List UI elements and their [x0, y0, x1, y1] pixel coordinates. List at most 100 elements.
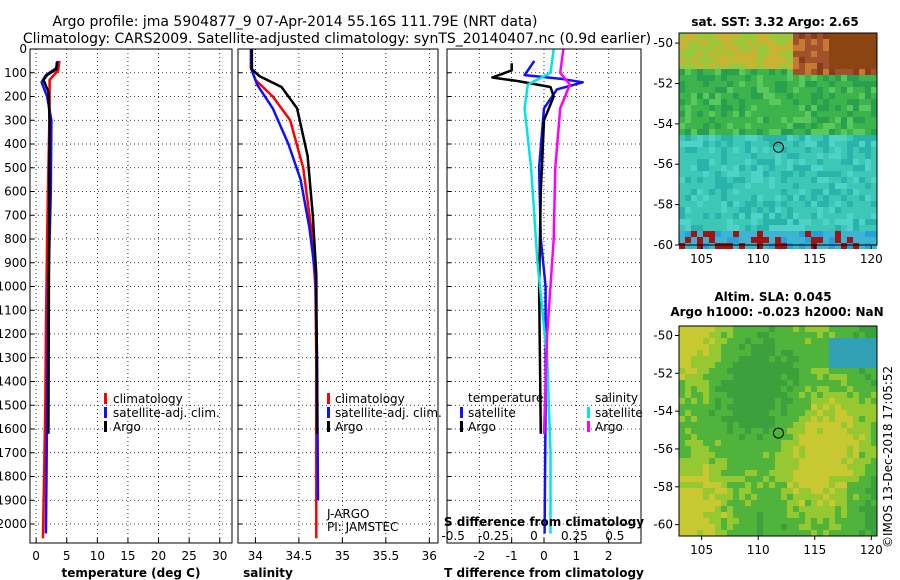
map-cell [691, 386, 697, 392]
map-cell [859, 39, 865, 45]
map-cell [757, 494, 763, 500]
map-cell [823, 392, 829, 398]
map-cell [865, 69, 871, 75]
map-cell [829, 111, 835, 117]
map-cell [763, 81, 769, 87]
map-cell [841, 518, 847, 524]
map-cell [709, 488, 715, 494]
map-cell [685, 458, 691, 464]
map-cell [685, 530, 691, 536]
map-cell [865, 195, 871, 201]
map-cell [853, 530, 859, 536]
map-cell [787, 57, 793, 63]
map-cell [697, 356, 703, 362]
map-cell [847, 512, 853, 518]
map-cell [781, 350, 787, 356]
map-cell [679, 392, 685, 398]
map-cell [793, 518, 799, 524]
map-cell [757, 189, 763, 195]
map-cell [679, 225, 685, 231]
map-cell [685, 171, 691, 177]
map-cell [691, 63, 697, 69]
map-cell [781, 476, 787, 482]
map-cell [691, 500, 697, 506]
map-cell [841, 123, 847, 129]
map-cell [787, 410, 793, 416]
map-cell [715, 422, 721, 428]
map-cell [823, 207, 829, 213]
map-cell [787, 332, 793, 338]
map-y-tick-label: -50 [653, 36, 673, 50]
map-cell [739, 177, 745, 183]
map-cell [841, 434, 847, 440]
map-cell [865, 207, 871, 213]
map-cell [703, 33, 709, 39]
map-cell [745, 476, 751, 482]
map-cell [859, 476, 865, 482]
map-cell [769, 434, 775, 440]
map-cell [865, 512, 871, 518]
map-cell [733, 105, 739, 111]
map-cell [721, 129, 727, 135]
map-cell [739, 464, 745, 470]
map-cell [757, 141, 763, 147]
x-tick-label: -1 [506, 549, 518, 563]
map-cell [679, 470, 685, 476]
map-cell [835, 356, 841, 362]
map-cell [859, 99, 865, 105]
map-cell [799, 207, 805, 213]
map-cell [865, 380, 871, 386]
map-cell [739, 171, 745, 177]
map-cell [853, 404, 859, 410]
map-cell [817, 530, 823, 536]
map-cell [829, 326, 835, 332]
map-cell [727, 171, 733, 177]
map-cell [721, 57, 727, 63]
map-cell [685, 476, 691, 482]
map-cell [865, 93, 871, 99]
map-cell [709, 213, 715, 219]
map-cell [727, 69, 733, 75]
map-cell [769, 123, 775, 129]
map-cell [691, 374, 697, 380]
map-cell [769, 63, 775, 69]
map-cell [853, 524, 859, 530]
map-cell [847, 404, 853, 410]
map-cell [679, 117, 685, 123]
map-cell [853, 225, 859, 231]
map-cell [703, 500, 709, 506]
map-cell [745, 81, 751, 87]
map-cell [775, 87, 781, 93]
map-cell [745, 374, 751, 380]
map-cell [739, 500, 745, 506]
map-cell [757, 356, 763, 362]
map-cell [871, 464, 877, 470]
map-cell [811, 518, 817, 524]
map-cell [799, 356, 805, 362]
map-cell [793, 111, 799, 117]
map-cell [757, 51, 763, 57]
map-cell [709, 117, 715, 123]
map-cell [817, 488, 823, 494]
map-cell [679, 177, 685, 183]
map-cell [757, 464, 763, 470]
map-cell [703, 416, 709, 422]
map-cell [841, 45, 847, 51]
map-cell [739, 410, 745, 416]
legend-label-argo: Argo [335, 420, 363, 434]
map-cell [763, 362, 769, 368]
map-cell [751, 189, 757, 195]
map-cell [763, 141, 769, 147]
map-cell [769, 512, 775, 518]
map-cell [739, 231, 745, 237]
map-cell [745, 201, 751, 207]
map-cell [745, 380, 751, 386]
map-cell [865, 231, 871, 237]
map-cell [703, 470, 709, 476]
map-cell [775, 404, 781, 410]
map-cell [799, 380, 805, 386]
map-cell [703, 524, 709, 530]
map-cell [817, 386, 823, 392]
map-cell [835, 153, 841, 159]
map-cell [679, 243, 685, 249]
